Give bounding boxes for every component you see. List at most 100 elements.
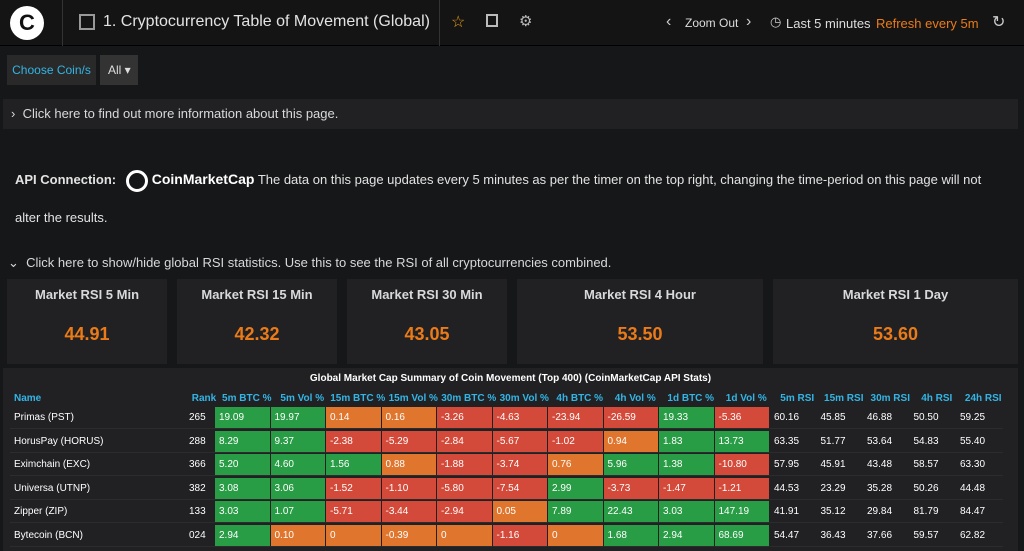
table-cell: -1.10 (381, 477, 437, 500)
stat-title: Market RSI 30 Min (371, 287, 483, 302)
table-cell: 2.99 (548, 477, 604, 500)
table-cell: Eximchain (EXC) (10, 454, 185, 476)
table-cell: 44.53 (770, 478, 817, 500)
table-cell: 3.06 (270, 477, 326, 500)
table-cell: 5.20 (215, 454, 271, 476)
table-cell: -2.84 (437, 430, 493, 453)
table-cell: 0.14 (326, 407, 382, 429)
column-header: 4h BTC % (556, 393, 604, 404)
stat-panel: Market RSI 1 Day 53.60 (773, 279, 1018, 364)
column-header: Name (14, 393, 42, 404)
column-header: Rank (191, 393, 217, 404)
table-cell: 2.94 (659, 524, 715, 547)
table-cell: 41.91 (770, 501, 817, 523)
table-cell: 54.83 (909, 431, 956, 453)
table-cell: 29.84 (863, 501, 910, 523)
table-cell: -4.63 (492, 407, 548, 429)
refresh-icon[interactable]: ↻ (992, 14, 1006, 31)
filter-label: Choose Coin/s (7, 55, 96, 85)
table-cell: HorusPay (HORUS) (10, 431, 185, 453)
column-header: 15m Vol % (388, 393, 438, 404)
table-cell: 288 (185, 431, 215, 453)
table-cell: 147.19 (714, 501, 770, 523)
rsi-row[interactable]: ⌄ Click here to show/hide global RSI sta… (8, 255, 612, 270)
settings[interactable]: ⚙ (519, 13, 533, 30)
filter-value[interactable]: All ▾ (100, 55, 138, 85)
stat-title: Market RSI 15 Min (201, 287, 313, 302)
column-header: 30m RSI (870, 393, 910, 404)
table-cell: 62.82 (956, 525, 1003, 547)
table-cell: 0 (326, 524, 382, 547)
back[interactable]: ‹ (666, 13, 672, 30)
table-cell: -2.94 (437, 501, 493, 523)
title-box[interactable]: 1. Cryptocurrency Table of Movement (Glo… (62, 0, 440, 46)
table-cell: 51.77 (816, 431, 863, 453)
star[interactable]: ☆ (451, 14, 466, 31)
table-cell: Bytecoin (BCN) (10, 525, 185, 547)
table-cell: 0.88 (381, 454, 437, 476)
table-cell: 2.94 (215, 524, 271, 547)
zoom-out[interactable]: Zoom Out (685, 16, 739, 30)
table-cell: 0.10 (270, 524, 326, 547)
column-header: 15m BTC % (330, 393, 386, 404)
table-cell: 0.94 (603, 430, 659, 453)
table-cell: 1.68 (603, 524, 659, 547)
column-header: 4h Vol % (614, 393, 656, 404)
table-cell: 59.57 (909, 525, 956, 547)
table-cell: 53.64 (863, 431, 910, 453)
table-cell: 0.76 (548, 454, 604, 476)
rsi-text: Click here to show/hide global RSI stati… (26, 255, 612, 270)
table-cell: 50.26 (909, 478, 956, 500)
table-cell: -1.88 (437, 454, 493, 476)
clock: ◷ (770, 14, 782, 29)
table-cell: 133 (185, 501, 215, 523)
table-cell: 55.40 (956, 431, 1003, 453)
table-cell: -1.47 (659, 477, 715, 500)
column-header: 5m RSI (780, 393, 815, 404)
table-cell: -5.36 (714, 407, 770, 429)
table-cell: 19.97 (270, 407, 326, 429)
table-cell: 3.03 (215, 501, 271, 523)
table-cell: 59.25 (956, 407, 1003, 429)
info-text: Click here to find out more information … (22, 106, 339, 121)
api-text: API Connection: CoinMarketCap The data o… (15, 160, 1005, 237)
stat-title: Market RSI 1 Day (842, 287, 949, 302)
forward[interactable]: › (746, 13, 752, 30)
time-range[interactable]: Last 5 minutes (786, 16, 871, 31)
table-cell: -3.26 (437, 407, 493, 429)
column-header: 24h RSI (964, 393, 1002, 404)
logo[interactable]: C (10, 6, 44, 40)
column-header: 4h RSI (921, 393, 953, 404)
refresh[interactable]: Refresh every 5m (876, 16, 979, 31)
dashboard-title: 1. Cryptocurrency Table of Movement (Glo… (103, 13, 430, 30)
table-cell: 8.29 (215, 430, 271, 453)
column-header: 5m BTC % (222, 393, 272, 404)
table-cell: 0.16 (381, 407, 437, 429)
table-cell: Zipper (ZIP) (10, 501, 185, 523)
table-cell: 3.03 (659, 501, 715, 523)
table-cell: 35.12 (816, 501, 863, 523)
table-title: Global Market Cap Summary of Coin Moveme… (309, 373, 712, 384)
table-cell: 024 (185, 525, 215, 547)
table-cell: -2.38 (326, 430, 382, 453)
table-cell: -1.16 (492, 524, 548, 547)
stat-value: 43.05 (404, 324, 450, 344)
table-cell: 13.73 (714, 430, 770, 453)
table-cell: 36.43 (816, 525, 863, 547)
table-cell: 63.30 (956, 454, 1003, 476)
column-header: 30m Vol % (499, 393, 549, 404)
cmc-logo (125, 169, 148, 192)
table-cell: -5.29 (381, 430, 437, 453)
table-cell: -7.54 (492, 477, 548, 500)
table-cell: 23.29 (816, 478, 863, 500)
table-cell: -23.94 (548, 407, 604, 429)
stat-title: Market RSI 5 Min (34, 287, 140, 302)
api-brand: CoinMarketCap (151, 171, 255, 187)
table-cell: 366 (185, 454, 215, 476)
table-cell: 7.89 (548, 501, 604, 523)
info-row[interactable]: › Click here to find out more informatio… (3, 99, 1018, 129)
table-cell: 45.85 (816, 407, 863, 429)
table-cell: Primas (PST) (10, 407, 185, 429)
column-header: 5m Vol % (280, 393, 325, 404)
save[interactable] (486, 14, 498, 27)
